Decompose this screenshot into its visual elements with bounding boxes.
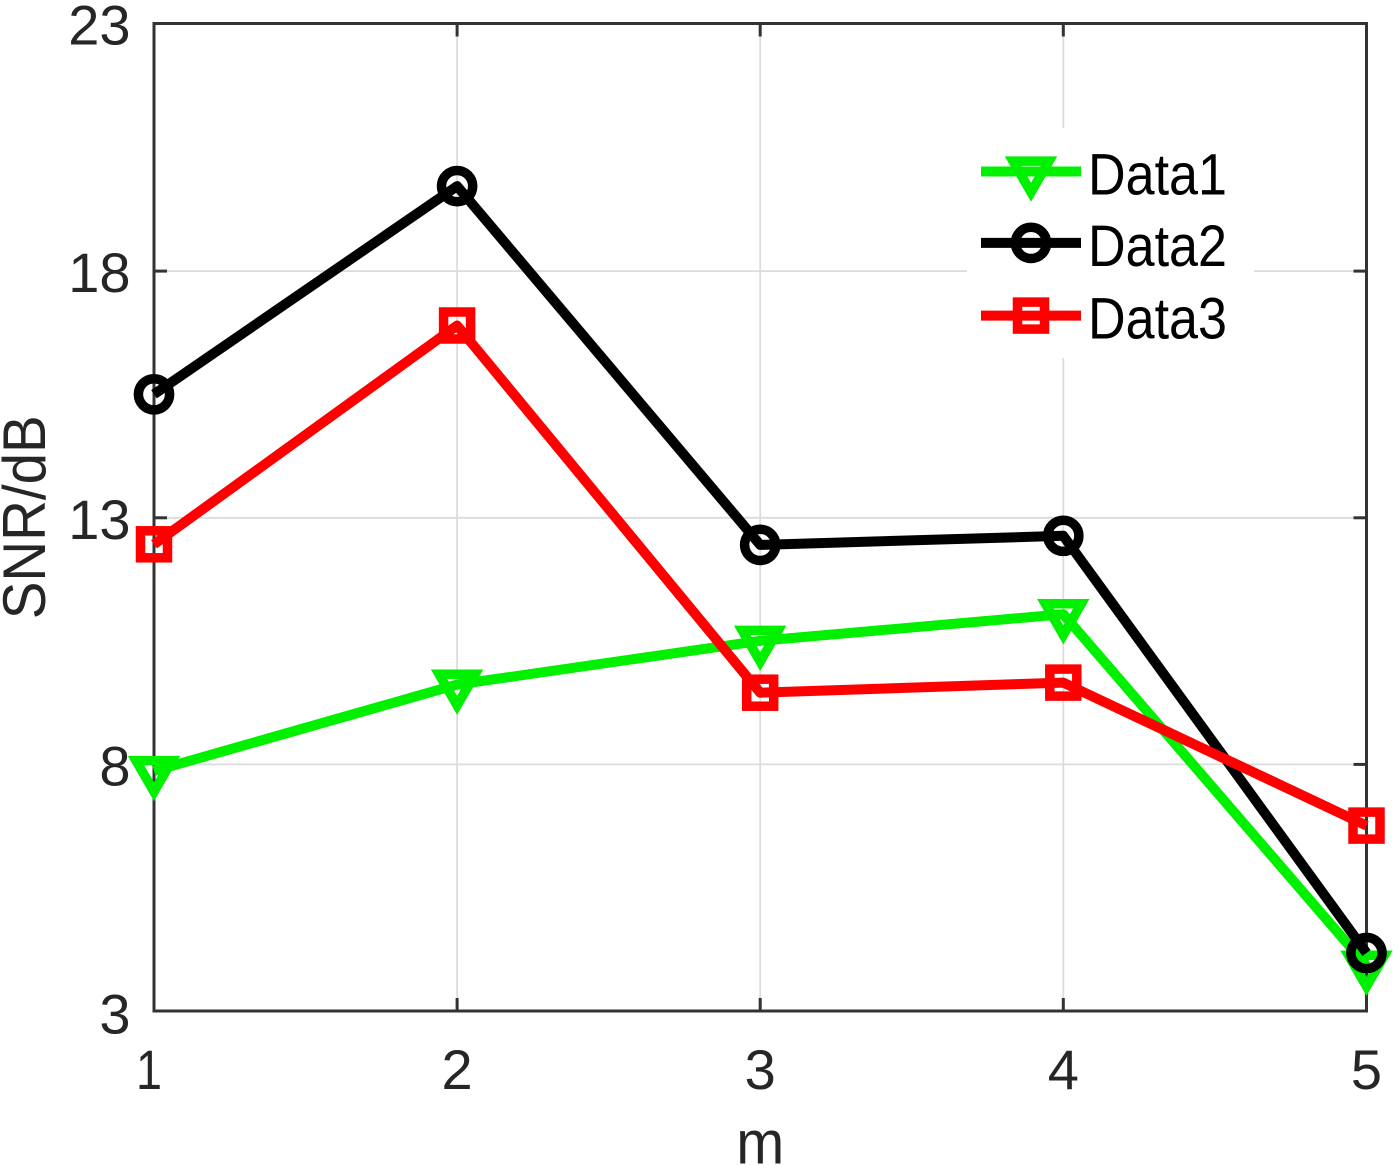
svg-text:8: 8 [99, 735, 130, 798]
svg-text:SNR/dB: SNR/dB [0, 415, 58, 619]
svg-text:m: m [736, 1109, 784, 1165]
svg-text:3: 3 [745, 1038, 776, 1101]
svg-text:13: 13 [68, 488, 130, 551]
svg-text:23: 23 [68, 0, 130, 57]
svg-text:4: 4 [1048, 1038, 1079, 1101]
svg-text:3: 3 [99, 983, 130, 1046]
svg-text:2: 2 [442, 1038, 473, 1101]
svg-text:1: 1 [136, 1038, 162, 1101]
svg-text:Data2: Data2 [1088, 214, 1227, 279]
svg-text:Data3: Data3 [1088, 287, 1227, 352]
svg-text:18: 18 [68, 241, 130, 304]
svg-text:5: 5 [1351, 1038, 1382, 1101]
svg-text:Data1: Data1 [1088, 142, 1227, 207]
